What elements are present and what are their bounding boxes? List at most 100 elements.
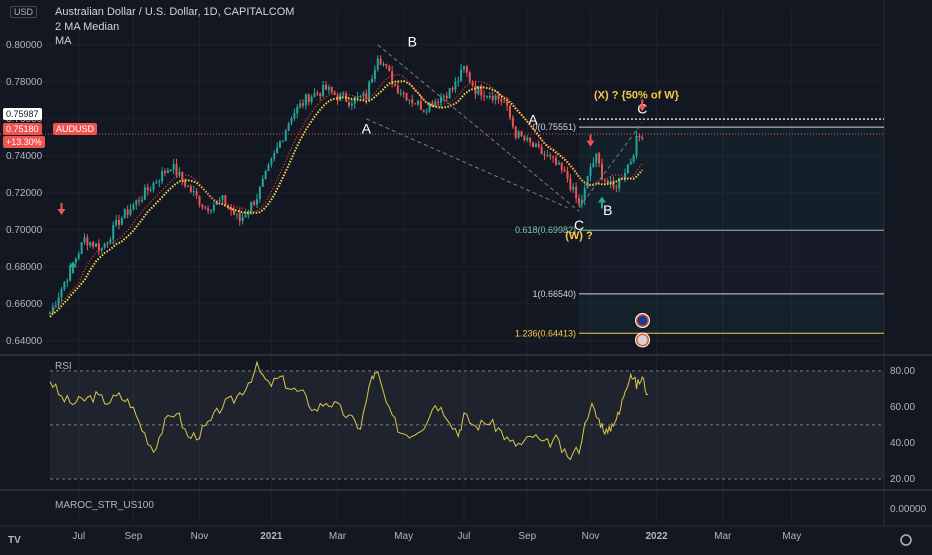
candle-body xyxy=(69,265,72,281)
price-axis-label: 0.74000 xyxy=(6,151,43,162)
candle-body xyxy=(549,155,552,157)
fib-zone-middle xyxy=(579,230,884,294)
candle-body xyxy=(609,180,612,184)
time-axis-label: 2022 xyxy=(646,531,669,542)
candle-body xyxy=(373,69,376,80)
candle-body xyxy=(302,103,304,106)
price-axis-label: 0.66000 xyxy=(6,299,43,310)
candle-body xyxy=(126,209,129,215)
candle-body xyxy=(371,79,373,83)
candle-body xyxy=(307,94,310,103)
candle-body xyxy=(543,153,546,156)
candle-body xyxy=(51,306,54,314)
candle-body xyxy=(132,204,135,210)
indicator-2ma-median[interactable]: 2 MA Median xyxy=(55,21,120,33)
candle-body xyxy=(146,187,149,191)
candle-body xyxy=(155,182,158,184)
rsi-axis-label: 60.00 xyxy=(890,402,915,413)
time-axis-label: Jul xyxy=(72,531,85,542)
candle-body xyxy=(77,253,80,259)
candle-body xyxy=(164,171,166,173)
candle-body xyxy=(316,93,319,95)
candle-body xyxy=(109,239,112,243)
candle-body xyxy=(212,204,215,211)
candle-body xyxy=(49,313,51,315)
candle-body xyxy=(362,93,365,97)
candle-body xyxy=(120,218,123,225)
candle-body xyxy=(348,102,350,106)
symbol-title[interactable]: Australian Dollar / U.S. Dollar, 1D, CAP… xyxy=(55,6,295,18)
candle-body xyxy=(325,85,327,90)
indicator-ma[interactable]: MA xyxy=(55,35,72,47)
candle-body xyxy=(483,95,486,97)
candle-body xyxy=(244,215,247,218)
candle-body xyxy=(408,99,411,101)
wave-label: B xyxy=(603,202,612,218)
candle-body xyxy=(270,158,273,165)
maroc-indicator-title: MAROC_STR_US100 xyxy=(55,500,154,511)
time-axis-label: Nov xyxy=(191,531,209,542)
buy-signal-arrow xyxy=(598,196,606,209)
price-axis-label: 0.72000 xyxy=(6,188,43,199)
candle-body xyxy=(626,164,629,174)
candle-body xyxy=(532,142,534,148)
candle-body xyxy=(583,188,586,200)
candle-body xyxy=(313,93,316,97)
candle-body xyxy=(66,280,69,283)
crosshair-price-badge: 0.75987 xyxy=(3,108,42,120)
candle-body xyxy=(526,137,529,141)
candle-body xyxy=(471,81,474,86)
candle-body xyxy=(632,155,635,162)
candle-body xyxy=(258,186,261,200)
candle-body xyxy=(89,242,92,246)
candle-body xyxy=(143,187,146,200)
candle-body xyxy=(586,175,589,189)
candle-body xyxy=(382,64,385,66)
candle-body xyxy=(529,137,532,143)
candle-body xyxy=(431,102,434,107)
candle-body xyxy=(500,99,503,102)
candle-body xyxy=(497,95,500,100)
candle-body xyxy=(445,95,448,99)
wave-label: A xyxy=(362,121,372,137)
candle-body xyxy=(233,210,235,215)
time-axis-label: Mar xyxy=(714,531,732,542)
candle-body xyxy=(103,243,106,248)
candle-body xyxy=(284,130,287,141)
candle-body xyxy=(230,207,233,211)
candle-body xyxy=(281,140,284,142)
candle-body xyxy=(207,208,210,211)
candle-body xyxy=(299,103,302,107)
candle-body xyxy=(615,187,618,189)
candle-body xyxy=(572,186,575,190)
candle-body xyxy=(417,100,419,105)
candle-body xyxy=(218,199,221,201)
candle-body xyxy=(86,237,89,246)
wave-label: (W) ? xyxy=(565,230,593,242)
candle-body xyxy=(437,101,440,103)
tradingview-logo: TV xyxy=(8,535,21,546)
rsi-line xyxy=(49,360,649,461)
candle-body xyxy=(517,131,520,138)
candle-body xyxy=(322,85,325,97)
fib-zone-upper xyxy=(579,127,884,231)
wave-label: B xyxy=(408,34,417,50)
candle-body xyxy=(589,166,592,176)
candle-body xyxy=(97,243,100,251)
time-axis-label: May xyxy=(782,531,801,542)
currency-button[interactable]: USD xyxy=(10,6,38,18)
time-axis-label: Jul xyxy=(458,531,471,542)
candle-body xyxy=(537,143,540,147)
candle-body xyxy=(250,201,253,212)
settings-gear-icon xyxy=(900,534,912,546)
candle-body xyxy=(606,180,609,184)
price-axis-label: 0.70000 xyxy=(6,225,43,236)
candle-body xyxy=(166,169,169,173)
ma-median-line xyxy=(49,79,643,318)
candle-body xyxy=(112,224,115,240)
candle-body xyxy=(74,258,77,263)
wave-channel-line xyxy=(578,122,643,208)
candle-body xyxy=(514,126,517,138)
